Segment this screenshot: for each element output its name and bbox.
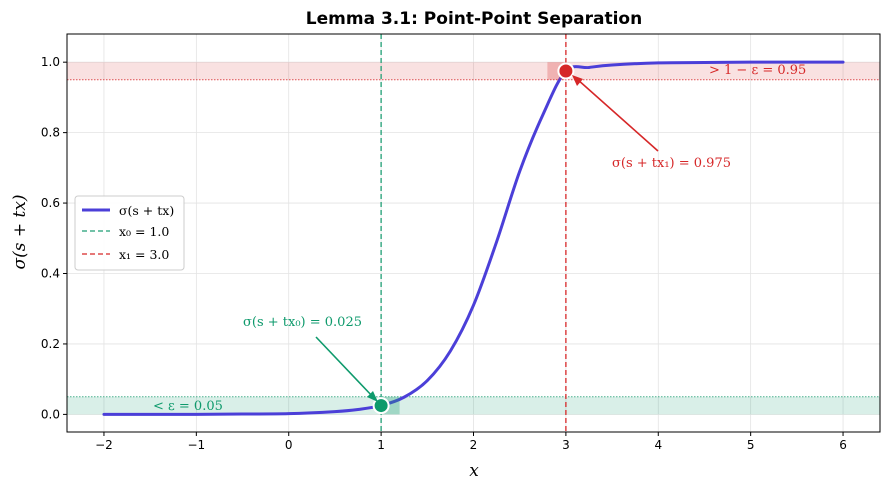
ticks: −2 −1 0 1 2 3 4 5 6 0.0 0.2 0.4 0.6 0.8 1.0 [41, 55, 847, 452]
annotations: < ε = 0.05 > 1 − ε = 0.95 σ(s + tx₀) = 0… [153, 63, 806, 414]
legend-label-curve: σ(s + tx) [119, 203, 174, 218]
data-point [557, 62, 575, 80]
x-tick-label: −1 [187, 438, 205, 452]
x-tick-label: 1 [377, 438, 385, 452]
bands [67, 62, 880, 415]
x-tick-label: 4 [654, 438, 662, 452]
threshold-band [67, 396, 880, 415]
x-tick-label: 2 [470, 438, 478, 452]
y-axis-label: σ(s + tx) [10, 194, 30, 269]
legend-box [74, 195, 185, 271]
chart-title: Lemma 3.1: Point-Point Separation [306, 9, 642, 29]
series-layer [102, 60, 845, 416]
vertical-lines [380, 34, 567, 432]
x-tick-label: 5 [747, 438, 755, 452]
point-label-x0: σ(s + tx₀) = 0.025 [243, 315, 362, 330]
legend-label-x1: x₁ = 3.0 [119, 247, 169, 262]
x-axis-label: x [469, 461, 479, 481]
y-tick-label: 0.0 [41, 407, 60, 421]
annotation-arrow-x1 [576, 78, 659, 152]
y-tick-label: 0.2 [41, 337, 60, 351]
y-tick-label: 0.6 [41, 196, 60, 210]
threshold-band [67, 62, 880, 80]
y-tick-label: 1.0 [41, 55, 60, 69]
x-tick-label: 6 [839, 438, 847, 452]
legend-label-x0: x₀ = 1.0 [119, 224, 169, 239]
series-line [102, 60, 845, 416]
x-tick-label: −2 [95, 438, 113, 452]
x-tick-label: 3 [562, 438, 570, 452]
annotation-arrowhead-x1 [572, 75, 583, 86]
annotation-arrowhead-x0 [367, 391, 378, 402]
y-tick-label: 0.8 [41, 126, 60, 140]
data-point [372, 397, 390, 415]
legend: σ(s + tx) x₀ = 1.0 x₁ = 3.0 [74, 195, 185, 271]
x-tick-label: 0 [285, 438, 293, 452]
grid [67, 34, 880, 432]
point-label-x1: σ(s + tx₁) = 0.975 [612, 156, 731, 171]
points-layer [372, 62, 575, 415]
annotation-arrow-x0 [315, 336, 375, 399]
band-label-low: < ε = 0.05 [153, 399, 223, 414]
y-tick-label: 0.4 [41, 267, 60, 281]
band-label-high: > 1 − ε = 0.95 [709, 63, 806, 78]
